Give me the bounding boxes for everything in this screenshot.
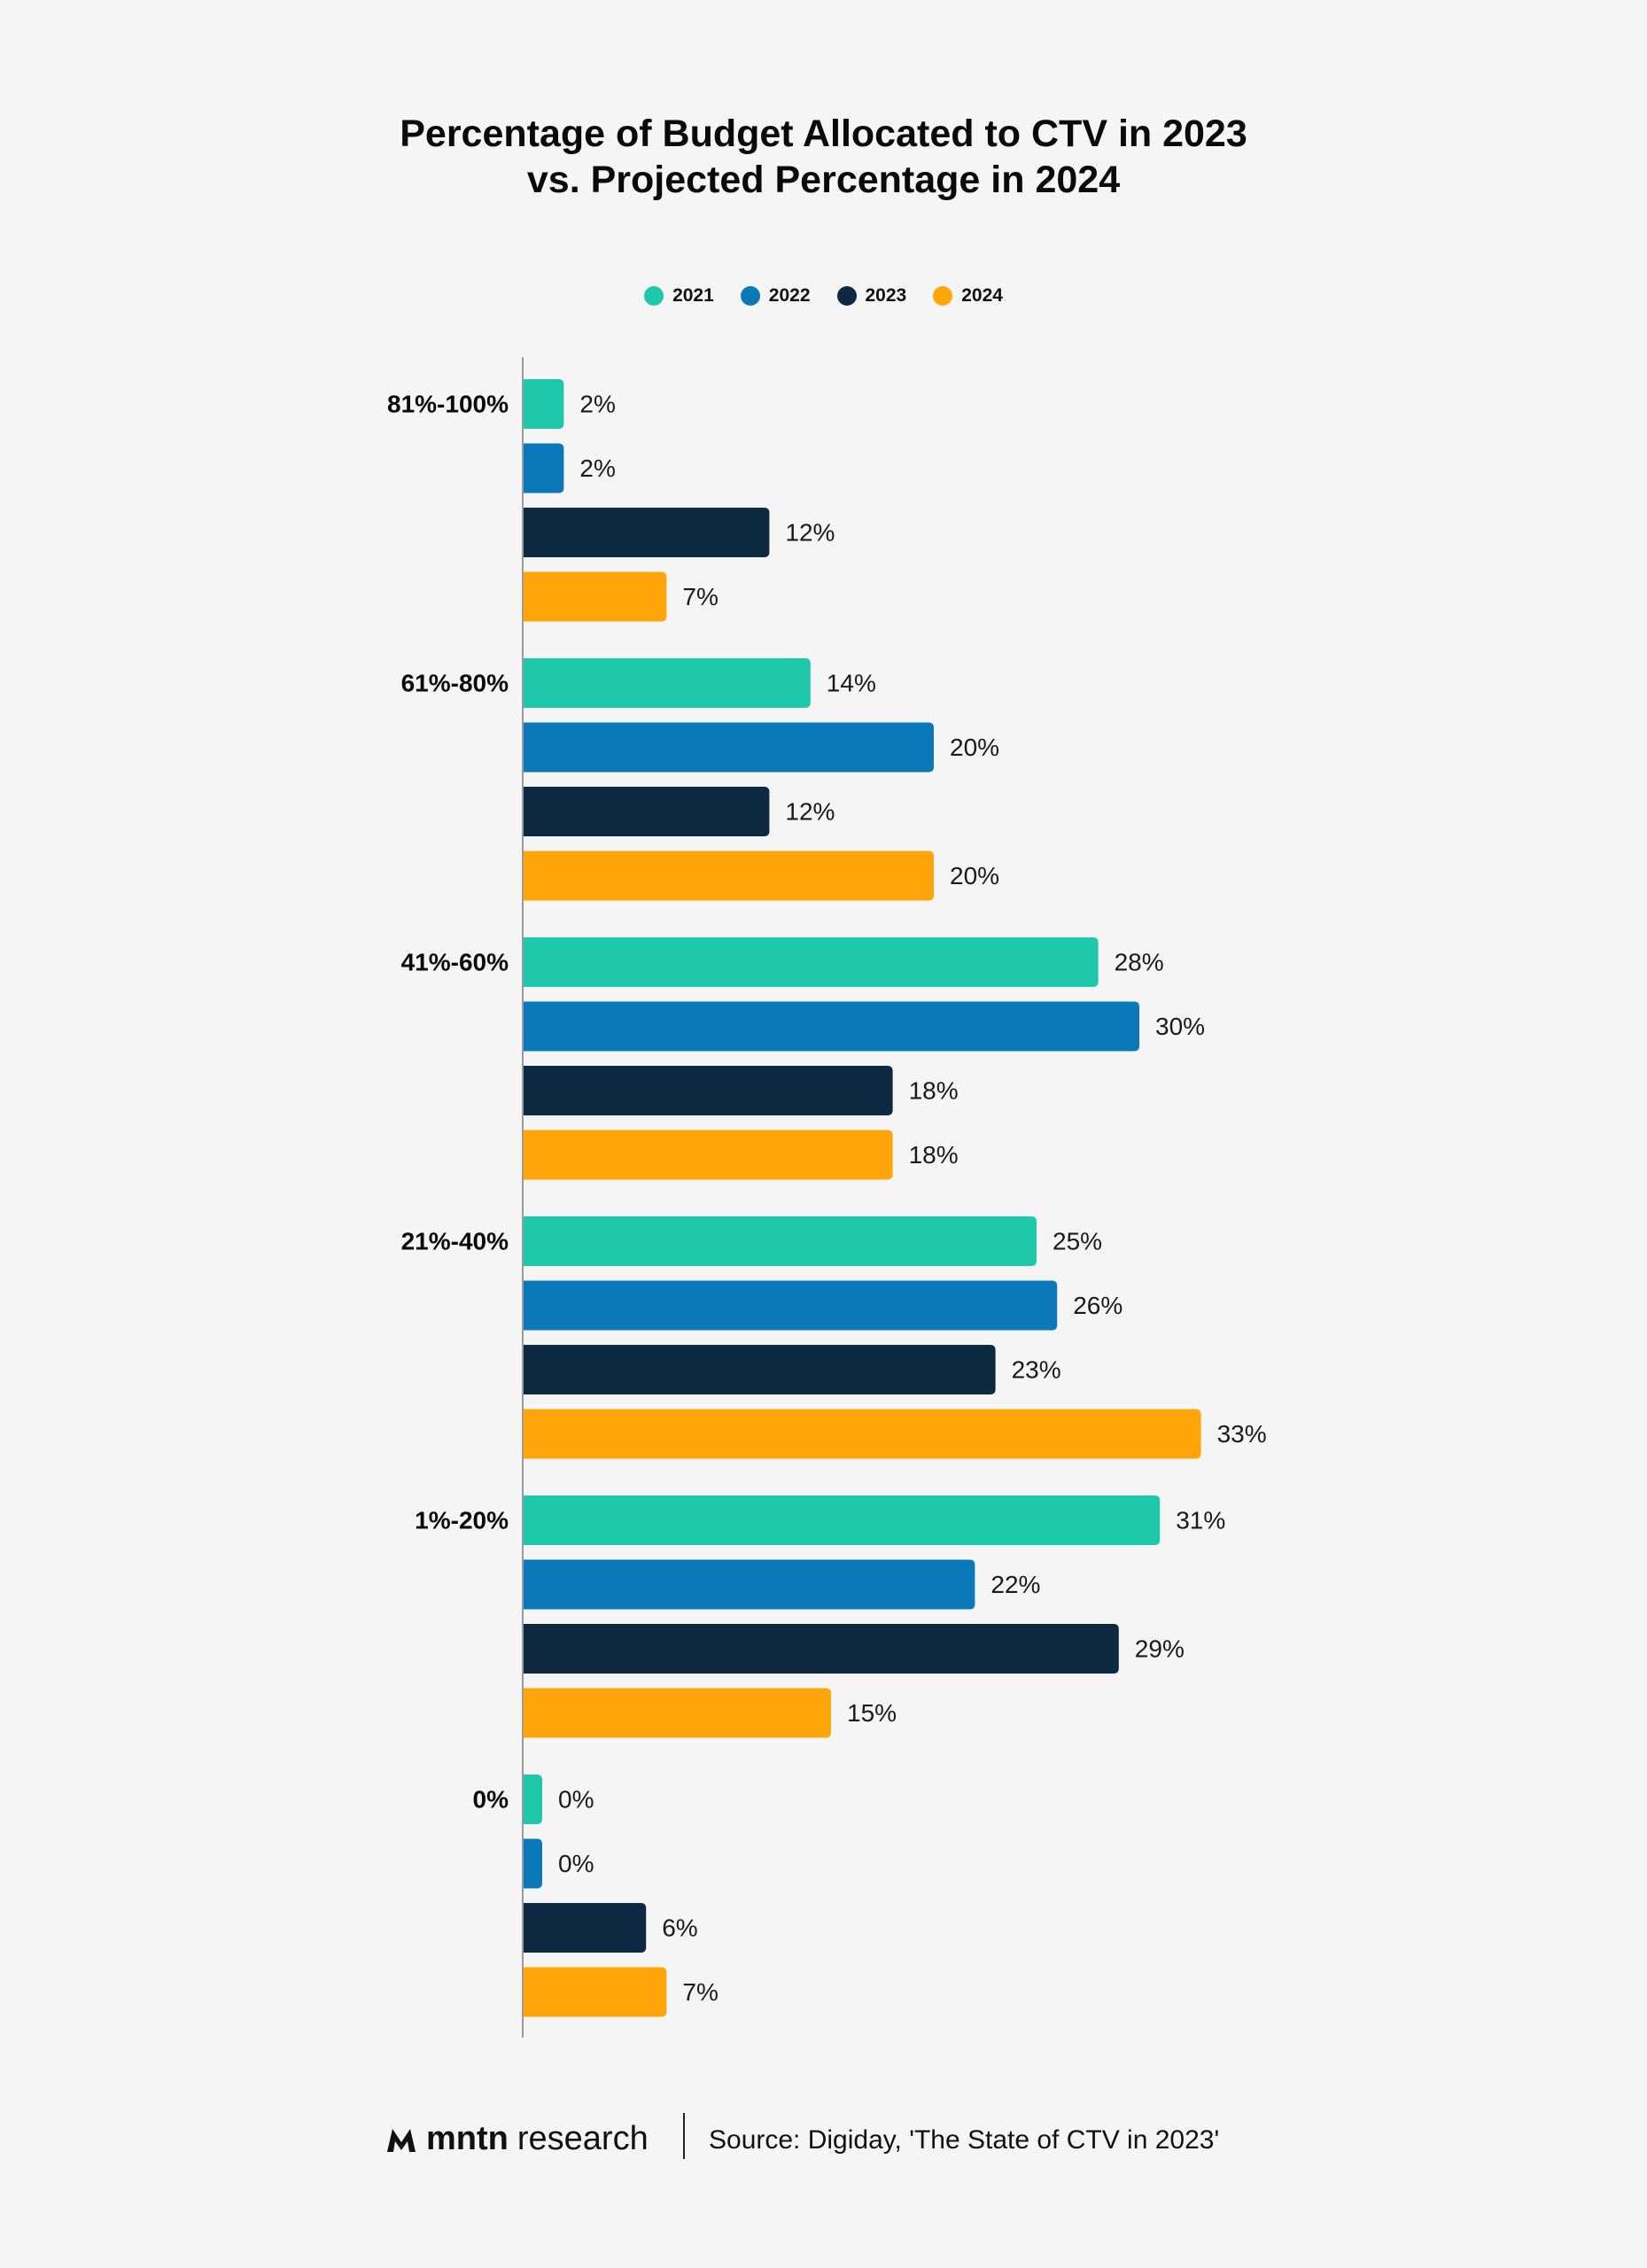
legend-label-2022: 2022 [768, 285, 811, 306]
data-label-2024-41pct-60pct: 18% [909, 1141, 959, 1169]
data-label-2021-21pct-40pct: 25% [1053, 1227, 1102, 1254]
legend-swatch-2022 [740, 286, 760, 306]
data-label-2022-1pct-20pct: 22% [991, 1571, 1040, 1598]
legend-swatch-2021 [644, 286, 664, 306]
data-label-2024-61pct-80pct: 20% [950, 862, 999, 889]
chart-title-line-2: vs. Projected Percentage in 2024 [526, 159, 1121, 201]
data-label-2023-81pct-100pct: 12% [785, 518, 835, 546]
bar-2024-0pct [523, 1967, 667, 2017]
bar-2023-1pct-20pct [523, 1624, 1119, 1674]
bar-2022-21pct-40pct [523, 1280, 1058, 1331]
data-label-2022-41pct-60pct: 30% [1155, 1013, 1205, 1040]
data-label-2021-81pct-100pct: 2% [579, 390, 615, 417]
data-label-2024-1pct-20pct: 15% [847, 1699, 897, 1727]
data-label-2023-1pct-20pct: 29% [1135, 1635, 1185, 1662]
brand-suffix: research [517, 2120, 649, 2157]
category-label-41pct-60pct: 41%-60% [401, 948, 509, 975]
bar-2022-81pct-100pct [523, 443, 564, 493]
data-label-2021-41pct-60pct: 28% [1115, 948, 1164, 975]
legend-label-2023: 2023 [865, 285, 907, 306]
data-label-2023-61pct-80pct: 12% [785, 797, 835, 825]
bar-2022-1pct-20pct [523, 1559, 975, 1610]
brand-logo: mntn research [385, 2120, 649, 2158]
legend-swatch-2024 [933, 286, 953, 306]
category-label-61pct-80pct: 61%-80% [401, 669, 509, 696]
bar-2022-61pct-80pct [523, 722, 934, 773]
legend-item-2024: 2024 [933, 285, 1003, 307]
brand-name: mntn [426, 2120, 509, 2157]
data-label-2024-81pct-100pct: 7% [682, 583, 718, 610]
data-label-2022-0pct: 0% [558, 1850, 594, 1877]
bar-2023-81pct-100pct [523, 508, 770, 557]
bar-2021-0pct [523, 1775, 542, 1824]
bar-2024-41pct-60pct [523, 1130, 893, 1180]
bar-2023-0pct [523, 1903, 647, 1953]
source-note: Source: Digiday, 'The State of CTV in 20… [709, 2125, 1220, 2155]
data-label-2022-21pct-40pct: 26% [1073, 1292, 1123, 1319]
data-label-2023-21pct-40pct: 23% [1012, 1355, 1061, 1383]
data-label-2021-1pct-20pct: 31% [1176, 1506, 1225, 1534]
chart-title: Percentage of Budget Allocated to CTV in… [0, 111, 1647, 203]
data-label-2023-0pct: 6% [662, 1914, 697, 1941]
bar-2021-81pct-100pct [523, 379, 564, 429]
bar-2024-81pct-100pct [523, 571, 667, 622]
bar-2023-61pct-80pct [523, 787, 770, 836]
category-label-0pct: 0% [473, 1785, 509, 1813]
bar-2021-61pct-80pct [523, 658, 811, 708]
legend-item-2022: 2022 [740, 285, 811, 307]
legend-item-2023: 2023 [836, 285, 907, 307]
legend-label-2021: 2021 [672, 285, 714, 306]
data-label-2022-61pct-80pct: 20% [950, 734, 999, 761]
data-label-2024-21pct-40pct: 33% [1217, 1420, 1267, 1448]
data-label-2021-61pct-80pct: 14% [827, 669, 876, 696]
bar-2024-21pct-40pct [523, 1409, 1201, 1459]
bar-2022-41pct-60pct [523, 1001, 1139, 1052]
data-label-2023-41pct-60pct: 18% [909, 1076, 959, 1104]
bar-2024-1pct-20pct [523, 1688, 831, 1738]
legend-swatch-2023 [836, 286, 857, 306]
category-label-81pct-100pct: 81%-100% [387, 390, 509, 417]
chart-title-line-1: Percentage of Budget Allocated to CTV in… [400, 113, 1247, 155]
chart-legend: 2021 2022 2023 2024 [0, 285, 1647, 307]
footer: mntn research Source: Digiday, 'The Stat… [0, 2113, 1647, 2166]
bar-2021-21pct-40pct [523, 1216, 1037, 1266]
mntn-logo-icon [387, 2128, 416, 2152]
data-label-2021-0pct: 0% [558, 1785, 594, 1813]
data-label-2022-81pct-100pct: 2% [579, 454, 615, 482]
bar-2023-41pct-60pct [523, 1066, 893, 1115]
legend-item-2021: 2021 [644, 285, 714, 307]
bar-2023-21pct-40pct [523, 1345, 996, 1394]
bar-2021-1pct-20pct [523, 1495, 1161, 1545]
bar-chart: 81%-100% 2% 2% 12% 7% 61%-80% 14% 20% 12% 20% 41%-… [387, 357, 1267, 2038]
footer-divider [683, 2113, 685, 2159]
bar-2022-0pct [523, 1838, 542, 1889]
bar-2024-61pct-80pct [523, 850, 934, 901]
bar-2021-41pct-60pct [523, 937, 1099, 987]
data-label-2024-0pct: 7% [682, 1978, 718, 2006]
category-label-1pct-20pct: 1%-20% [415, 1506, 509, 1534]
category-label-21pct-40pct: 21%-40% [401, 1227, 509, 1254]
legend-label-2024: 2024 [961, 285, 1003, 306]
